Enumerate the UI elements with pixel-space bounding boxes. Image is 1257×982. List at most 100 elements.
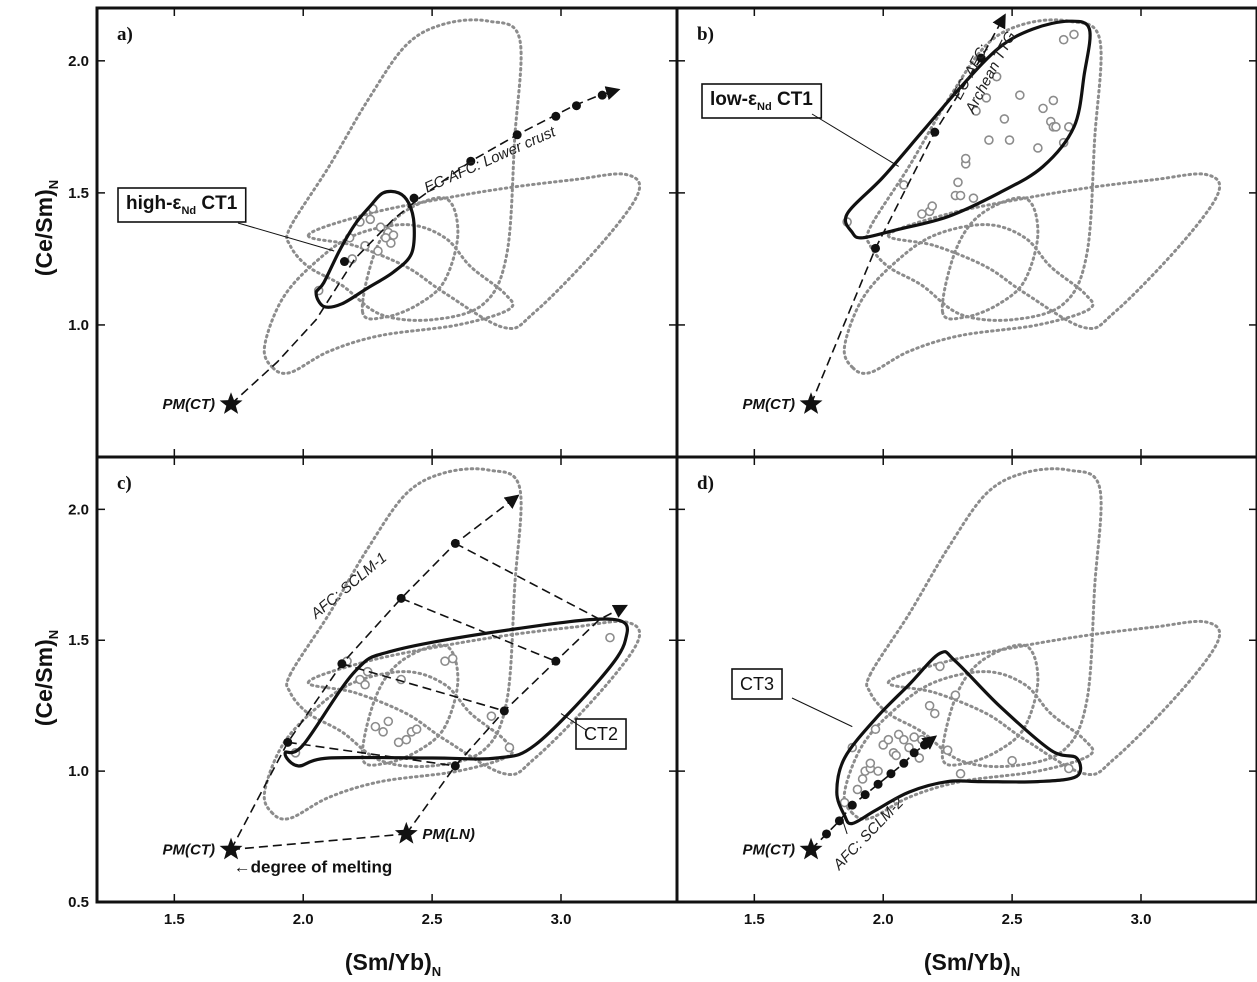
field-label-box-box [701,83,823,119]
sample-point [991,71,1002,82]
sample-point [914,753,925,763]
field-label-box-text: CT3 [740,674,774,694]
model-curve-label: EC-AFC: Lower crust [422,123,559,197]
model-increment-dot [571,101,581,111]
group-field-outline [283,617,629,768]
field-label-box-text: high-εNd CT1 [126,193,238,217]
model-curve-label: AFC: SCLM-1 [307,549,390,623]
field-label-box: CT2 [575,718,627,750]
sample-point [981,93,992,103]
source-star-marker [219,392,243,414]
model-increment-dot [512,130,522,140]
field-label-box: low-εNd CT1 [701,83,823,119]
field-label-box-text: low-εNd CT1 [710,89,813,113]
sample-point [370,721,381,732]
sample-point [917,209,927,219]
model-increment-dot [597,90,607,100]
x-tick-label: 3.0 [551,911,572,928]
box-label-tail: CT1 [772,89,814,110]
model-increment-dot [466,156,476,166]
reference-field-outline [285,18,523,322]
model-curve [405,604,628,835]
sample-point [904,742,914,753]
model-increment-dot [450,761,460,771]
sample-point [1015,90,1025,100]
x-title-text: (Sm/Yb) [345,949,432,975]
x-tick-label: 2.0 [873,911,894,928]
box-label-main: high-ε [126,193,181,214]
x-axis-title-left: (Sm/Yb)N [345,949,441,979]
star-label: PM(CT) [743,396,796,413]
star2-label: PM(LN) [422,826,475,843]
sample-point [891,750,901,761]
model-increment-dot [499,706,509,716]
y-title-sub: N [46,180,61,189]
sample-point [953,177,963,188]
model-curve [341,663,505,712]
model-increment-dot [551,111,561,121]
sample-point [378,727,388,737]
star-label: PM(CT) [743,842,796,859]
y-tick-label: 2.0 [68,53,89,70]
reference-field-outline [262,223,515,375]
sample-point [955,190,966,201]
model-increment-dot [551,656,561,666]
model-increment-dot [886,769,896,779]
model-increment-dot [930,127,940,137]
model-curve-label: EC-AFC:Archean TTG [946,20,1020,117]
x-axis-title-right: (Sm/Yb)N [924,949,1020,979]
model-increment-dot [976,53,986,63]
model-increment-dot [860,790,870,800]
reference-field-outline [865,18,1103,322]
sample-point [873,766,883,776]
sample-point [950,690,961,701]
model-increment-dot [283,737,293,747]
y-tick-label: 1.5 [68,185,89,202]
sample-point [984,135,994,145]
reference-field-outline [865,467,1103,769]
sample-point [1007,755,1017,766]
sample-point [935,661,945,672]
box-label-tail: CT1 [196,193,238,214]
panel-frame [675,455,1257,904]
reference-field-outline [940,643,1040,767]
sample-point [365,214,376,225]
sample-point [486,711,497,721]
field-label-box-box [731,668,783,700]
sample-point [383,716,394,727]
x-tick-label: 2.0 [293,911,314,928]
box-label-main: CT3 [740,674,774,694]
sample-point [360,240,370,251]
sample-point [1051,122,1061,132]
sample-point [380,232,391,243]
sample-point [1064,763,1074,774]
sample-point [605,632,615,643]
sample-point [899,734,909,745]
panel-tag: b) [697,24,714,45]
source-star-marker [799,837,823,860]
group-field-outline [843,19,1092,240]
y-title-text: (Ce/Sm) [31,639,57,726]
reference-field-outline [842,223,1095,375]
field-label-box-box [575,718,627,750]
leader-line [811,113,899,167]
model-curve [287,741,456,767]
svg-text:(Ce/Sm)N: (Ce/Sm)N [31,180,61,276]
model-curve [454,542,601,621]
sample-point [1069,29,1079,40]
sample-point [411,724,422,735]
field-label-box: high-εNd CT1 [117,187,247,223]
sample-point [440,656,450,666]
sample-point [839,797,850,808]
model-increment-dot [899,758,909,768]
source-star-marker [219,837,243,860]
box-label-sub: Nd [181,205,196,217]
leader-line [791,697,853,728]
sample-point [1033,143,1043,153]
sample-point [968,193,979,203]
sample-point [955,768,966,779]
sample-point [852,784,863,795]
y-tick-label: 1.0 [68,763,89,780]
svg-text:(Ce/Sm)N: (Ce/Sm)N [31,630,61,726]
sample-point [857,774,868,784]
